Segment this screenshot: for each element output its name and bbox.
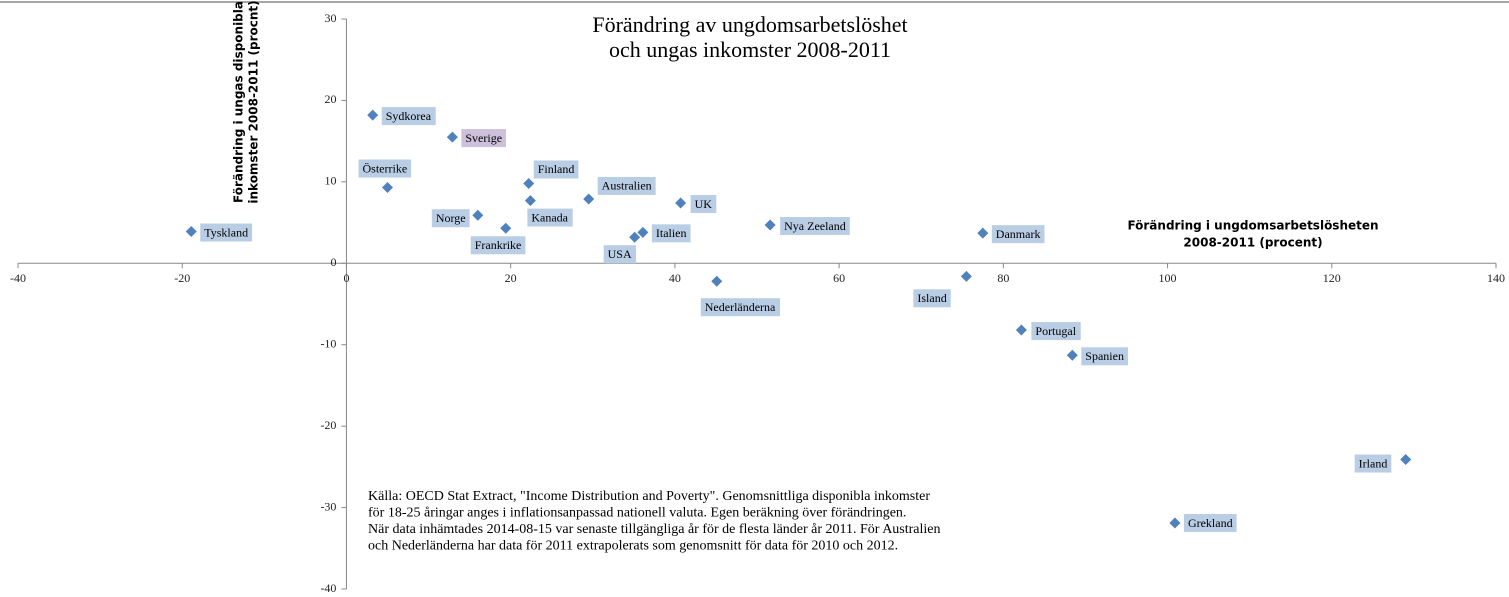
point-label: Tyskland <box>204 225 248 239</box>
data-point <box>185 226 197 238</box>
point-label: UK <box>695 197 713 211</box>
source-note: och Nederländerna har data för 2011 extr… <box>368 539 898 554</box>
data-point <box>524 195 536 207</box>
point-label: Irland <box>1359 456 1388 470</box>
chart-title: och ungas inkomster 2008-2011 <box>609 37 891 62</box>
point-label-box <box>527 208 573 227</box>
x-tick-label: 40 <box>669 271 681 285</box>
point-label-box <box>533 160 579 179</box>
point-label-box <box>200 223 253 242</box>
data-point <box>583 193 595 205</box>
point-label-box <box>690 195 717 214</box>
data-point <box>1015 324 1027 336</box>
point-label: Portugal <box>1035 324 1076 338</box>
y-tick-label: 20 <box>324 92 336 106</box>
data-point <box>367 109 379 121</box>
x-tick-label: 140 <box>1487 271 1505 285</box>
data-point <box>711 275 723 287</box>
data-point <box>977 227 989 239</box>
data-point <box>472 209 484 221</box>
y-tick-label: 10 <box>324 174 336 188</box>
x-tick-label: -40 <box>10 271 26 285</box>
point-label-box <box>597 176 656 195</box>
point-label-box <box>700 298 781 317</box>
data-point <box>523 177 535 189</box>
source-note: När data inhämtades 2014-08-15 var senas… <box>368 522 941 537</box>
x-axis-label: 2008-2011 (procent) <box>1183 236 1322 250</box>
data-point <box>382 182 393 194</box>
data-point <box>446 131 458 143</box>
source-note: för 18-25 åringar anges i inflationsanpa… <box>368 506 906 521</box>
x-tick-label: 60 <box>833 271 845 285</box>
data-point <box>500 222 512 234</box>
y-tick-label: 0 <box>330 255 336 269</box>
point-label-box <box>381 107 436 126</box>
point-label-box <box>913 289 951 308</box>
point-label: Australien <box>602 179 652 193</box>
point-label-box <box>651 224 691 243</box>
point-label: Italien <box>656 226 687 240</box>
point-label-box <box>603 245 636 264</box>
point-label: Frankrike <box>475 238 522 252</box>
data-point <box>629 231 641 243</box>
y-tick-label: -10 <box>320 336 336 350</box>
point-label: Sydkorea <box>386 109 432 123</box>
point-label-box <box>1031 322 1081 341</box>
x-tick-label: 0 <box>343 271 349 285</box>
point-label: Norge <box>436 211 466 225</box>
data-point <box>1400 454 1412 466</box>
y-tick-label: 30 <box>324 11 336 25</box>
x-tick-label: -20 <box>174 271 190 285</box>
point-label-box <box>470 236 526 255</box>
x-tick-label: 100 <box>1159 271 1177 285</box>
point-label-box <box>461 129 507 148</box>
point-label: Danmark <box>996 227 1041 241</box>
point-label-box <box>1354 454 1392 473</box>
x-tick-label: 120 <box>1323 271 1341 285</box>
point-label: Sverige <box>465 131 502 145</box>
point-label-box <box>1183 514 1237 533</box>
y-tick-label: -40 <box>320 581 336 595</box>
source-note: Källa: OECD Stat Extract, "Income Distri… <box>368 489 930 504</box>
point-label: Spanien <box>1085 349 1124 363</box>
y-tick-label: -20 <box>320 418 336 432</box>
data-point <box>675 197 687 209</box>
point-label: Island <box>917 291 946 305</box>
point-label-box <box>1081 347 1128 366</box>
point-label: Nederländerna <box>705 300 776 314</box>
x-tick-label: 80 <box>997 271 1009 285</box>
data-point <box>637 226 649 238</box>
point-label: Kanada <box>531 210 568 224</box>
x-axis-label: Förändring i ungdomsarbetslösheten <box>1127 219 1378 233</box>
point-label-box <box>431 209 470 228</box>
y-axis-label: inkomster 2008-2011 (procnt) <box>247 0 261 203</box>
point-label-box <box>780 217 850 236</box>
point-label: Grekland <box>1188 516 1233 530</box>
point-label-box <box>991 225 1045 244</box>
point-label: Nya Zeeland <box>784 219 846 233</box>
chart-title: Förändring av ungdomsarbetslöshet <box>592 12 907 37</box>
y-tick-label: -30 <box>320 499 336 513</box>
point-label-box <box>358 159 412 178</box>
point-label: Finland <box>538 162 575 176</box>
data-point <box>1169 517 1181 529</box>
data-point <box>960 270 972 282</box>
point-label: Österrike <box>363 161 408 175</box>
y-axis-label: Förändring i ungas disponibla <box>232 1 246 203</box>
x-tick-label: 20 <box>505 271 517 285</box>
data-point <box>1066 349 1078 361</box>
data-point <box>764 219 776 231</box>
point-label: USA <box>608 247 632 261</box>
